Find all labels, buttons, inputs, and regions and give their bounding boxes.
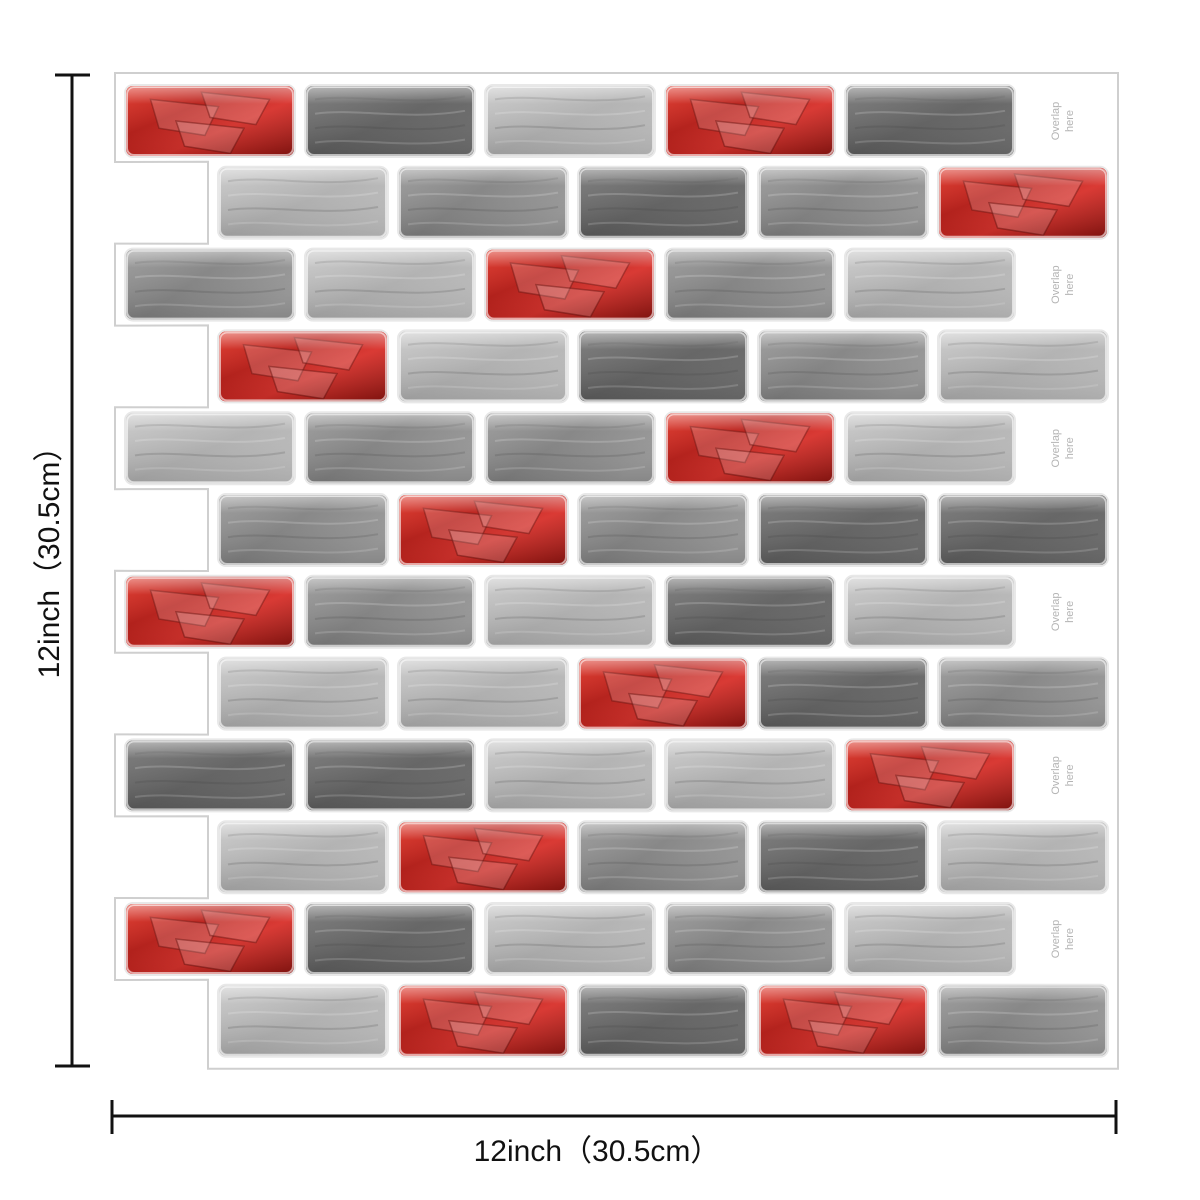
tile-mid [664,247,836,322]
tile-red [217,329,389,404]
tile-mid [304,574,476,649]
overlap-note: Overlap here [1050,756,1076,795]
tile-red [757,983,929,1058]
tile-dark [304,902,476,976]
tile-light [844,247,1016,322]
overlap-note: Overlap here [1050,265,1076,304]
tile-light [484,902,656,976]
tile-dark [844,84,1016,158]
tile-red [844,738,1016,813]
tile-red [124,574,296,649]
tile-red [577,656,749,731]
tile-dark [664,574,836,649]
tile-mid [484,411,656,486]
tile-red [397,820,569,895]
tile-dark [757,656,929,731]
tile-light [844,411,1016,486]
tile-mid [664,902,836,976]
tile-mid [577,820,749,895]
overlap-note: Overlap here [1050,593,1076,632]
tile-light [484,574,656,649]
tile-light [124,411,296,486]
tile-light [217,820,389,895]
overlap-notes: Overlap here Overlap here Overlap here Overlap… [1050,102,1076,959]
tile-light [484,738,656,813]
width-dimension-line [110,1100,1118,1134]
tile-dark [577,983,749,1058]
tile-dark [937,493,1109,567]
width-label: 12inch（30.5cm） [473,1135,721,1168]
tile-mid [577,493,749,567]
tile-red [124,84,296,158]
tile-light [664,738,836,813]
tile-light [217,165,389,240]
tile-red [484,247,656,322]
tile-mid [124,247,296,322]
overlap-note: Overlap here [1050,920,1076,959]
overlap-note: Overlap here [1050,429,1076,468]
tile-mid [757,165,929,240]
overlap-note: Overlap here [1050,102,1076,141]
tile-dark [577,329,749,404]
tile-light [844,902,1016,976]
tile-light [217,656,389,731]
tile-light [304,247,476,322]
tile-mid [304,411,476,486]
sheet-outline [114,72,1119,1070]
tile-grid [124,84,1109,1058]
tile-red [397,983,569,1058]
tile-light [397,656,569,731]
tile-mid [217,493,389,567]
tile-dark [757,820,929,895]
tile-red [397,493,569,567]
tile-dark [757,493,929,567]
tile-light [937,329,1109,404]
tile-mid [397,165,569,240]
height-dimension-line [55,73,90,1068]
tile-light [844,574,1016,649]
tile-red [124,902,296,976]
tile-light [937,820,1109,895]
tile-red [937,165,1109,240]
tile-light [217,983,389,1058]
tile-light [397,329,569,404]
tile-red [664,411,836,486]
tile-dark [577,165,749,240]
tile-light [484,84,656,158]
height-label: 12inch（30.5cm） [33,431,66,679]
tile-dark [304,84,476,158]
tile-dark [304,738,476,813]
tile-mid [757,329,929,404]
tile-mid [937,983,1109,1058]
tile-red [664,84,836,158]
tile-dark [124,738,296,813]
tile-mid [937,656,1109,731]
